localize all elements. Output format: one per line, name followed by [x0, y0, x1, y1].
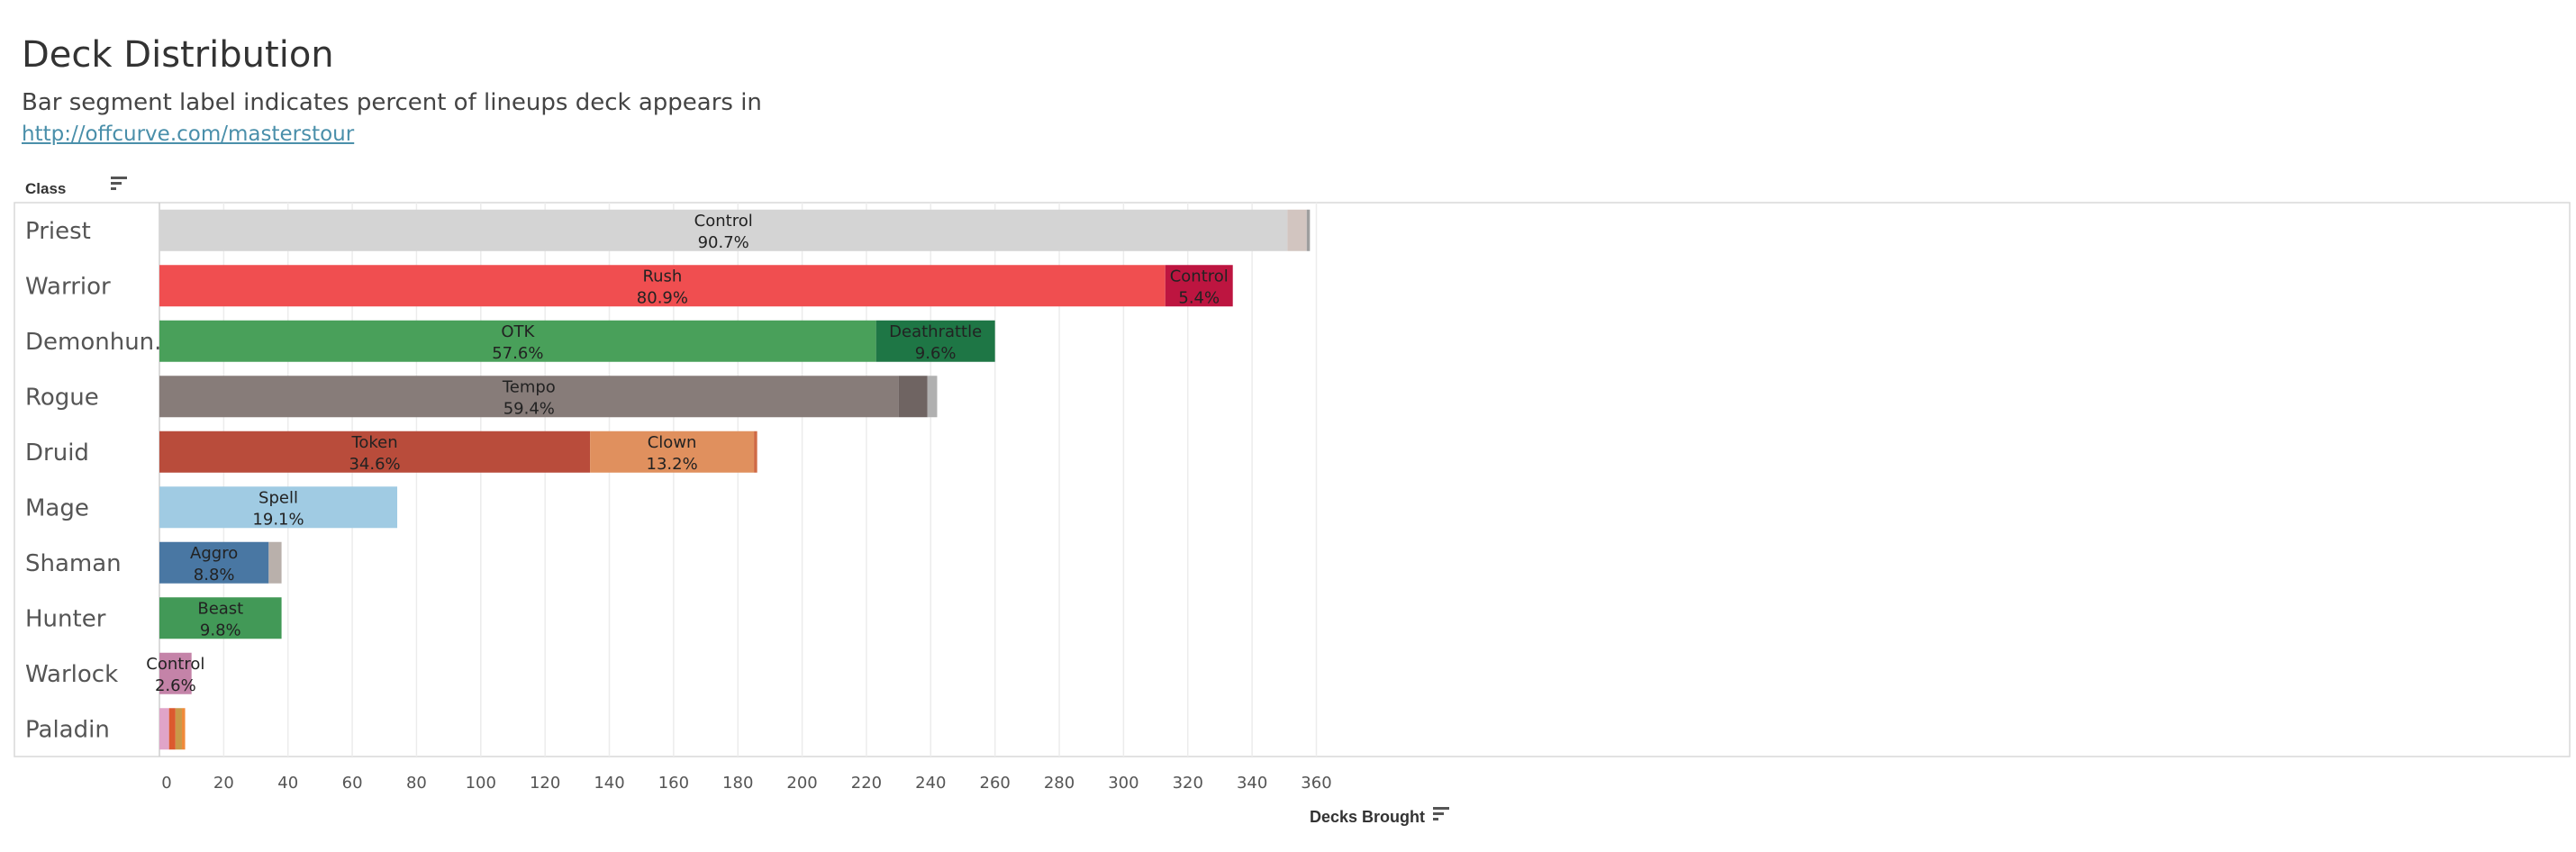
- x-tick-label: 60: [342, 774, 363, 793]
- bar-segment: [159, 708, 169, 750]
- x-tick-label: 260: [980, 774, 1011, 793]
- x-tick-label: 100: [466, 774, 496, 793]
- x-tick-label: 340: [1237, 774, 1267, 793]
- bar-segment: [168, 708, 176, 750]
- row-label: Demonhun..: [25, 329, 169, 356]
- bar-segment: [898, 376, 928, 418]
- x-tick-label: 320: [1173, 774, 1203, 793]
- bar-segment: [159, 376, 899, 418]
- x-tick-label: 220: [851, 774, 882, 793]
- segment-value-label: 9.8%: [200, 621, 241, 639]
- sort-descending-icon-axis[interactable]: [1431, 804, 1453, 824]
- segment-label: Clown: [648, 433, 697, 452]
- x-tick-label: 160: [658, 774, 689, 793]
- bar-segment: [590, 431, 755, 473]
- bar-segment: [875, 320, 995, 362]
- x-tick-label: 40: [277, 774, 298, 793]
- sort-descending-icon[interactable]: [109, 175, 131, 193]
- segment-value-label: 9.6%: [915, 344, 957, 363]
- segment-label: Spell: [259, 488, 298, 507]
- row-label: Paladin: [25, 716, 110, 743]
- row-label: Warrior: [25, 273, 111, 300]
- x-tick-label: 20: [213, 774, 234, 793]
- segment-label: Deathrattle: [889, 322, 982, 341]
- bar-segment: [159, 209, 1288, 251]
- row-label: Shaman: [25, 550, 122, 577]
- x-tick-label: 360: [1301, 774, 1331, 793]
- segment-label: Control: [1170, 267, 1229, 286]
- plot-frame: [14, 202, 2571, 757]
- segment-label: Aggro: [190, 544, 238, 563]
- bar-segment: [1306, 209, 1311, 251]
- segment-value-label: 34.6%: [349, 455, 400, 474]
- segment-value-label: 80.9%: [637, 288, 688, 307]
- row-label: Mage: [25, 494, 89, 521]
- row-label: Druid: [25, 440, 89, 467]
- x-tick-label: 240: [915, 774, 946, 793]
- segment-value-label: 57.6%: [492, 344, 543, 363]
- segment-label: Control: [146, 655, 204, 674]
- segment-value-label: 8.8%: [194, 566, 235, 585]
- bar-segment: [175, 708, 182, 750]
- x-axis-label: Decks Brought: [1310, 808, 1426, 826]
- x-tick-label: 120: [530, 774, 560, 793]
- bar-segment: [159, 652, 192, 694]
- bar-segment: [268, 541, 282, 584]
- row-label: Rogue: [25, 384, 99, 411]
- x-tick-label: 140: [594, 774, 624, 793]
- segment-value-label: 2.6%: [155, 676, 196, 695]
- segment-value-label: 13.2%: [647, 455, 698, 474]
- segment-value-label: 90.7%: [698, 233, 749, 252]
- bar-segment: [181, 708, 186, 750]
- segment-label: Rush: [642, 267, 682, 286]
- row-label: Warlock: [25, 661, 118, 688]
- row-label: Priest: [25, 218, 91, 245]
- segment-value-label: 59.4%: [503, 399, 555, 418]
- segment-value-label: 19.1%: [252, 510, 304, 529]
- bar-segment: [159, 265, 1166, 307]
- segment-label: OTK: [501, 322, 535, 341]
- x-tick-label: 0: [161, 774, 171, 793]
- bar-segment: [159, 486, 398, 529]
- bar-segment: [927, 376, 938, 418]
- x-tick-label: 280: [1044, 774, 1075, 793]
- bar-segment: [1165, 265, 1233, 307]
- x-tick-label: 80: [406, 774, 427, 793]
- bar-segment: [159, 320, 876, 362]
- source-link[interactable]: http://offcurve.com/masterstour: [22, 122, 355, 146]
- segment-label: Tempo: [502, 377, 556, 396]
- segment-value-label: 5.4%: [1178, 288, 1220, 307]
- segment-label: Beast: [197, 599, 243, 618]
- bar-segment: [1287, 209, 1307, 251]
- bar-segment: [754, 431, 757, 473]
- x-tick-label: 180: [722, 774, 753, 793]
- segment-label: Control: [694, 212, 753, 231]
- x-tick-label: 200: [786, 774, 817, 793]
- bar-segment: [159, 597, 282, 639]
- chart-subtitle: Bar segment label indicates percent of l…: [22, 89, 762, 116]
- segment-label: Token: [350, 433, 397, 452]
- x-tick-label: 300: [1108, 774, 1138, 793]
- chart-title: Deck Distribution: [22, 34, 334, 76]
- bar-segment: [159, 431, 591, 473]
- bar-segment: [159, 541, 269, 584]
- row-label: Hunter: [25, 605, 106, 632]
- row-header-class: Class: [25, 180, 67, 197]
